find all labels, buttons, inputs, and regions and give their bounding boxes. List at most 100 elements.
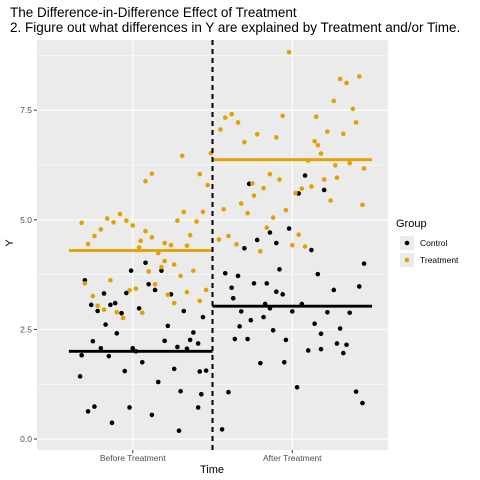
treatment-point — [325, 129, 330, 134]
control-point — [106, 353, 112, 359]
y-tick-label: 0.0 — [20, 434, 32, 444]
treatment-point — [171, 300, 177, 306]
control-point — [176, 428, 182, 434]
control-point — [219, 427, 225, 432]
treatment-point — [235, 120, 241, 125]
treatment-point — [168, 242, 174, 248]
control-point — [353, 389, 359, 394]
treatment-point — [302, 244, 308, 249]
control-point — [92, 404, 97, 409]
treatment-point — [85, 241, 91, 247]
x-tick-label: Before Treatment — [100, 453, 166, 463]
treatment-point — [194, 219, 199, 224]
treatment-point — [205, 182, 211, 188]
treatment-point — [280, 113, 286, 119]
y-tick-label: 2.5 — [20, 324, 32, 334]
treatment-point — [101, 307, 107, 312]
treatment-point — [328, 198, 333, 203]
treatment-point — [171, 262, 177, 267]
treatment-point — [361, 166, 367, 171]
control-point — [191, 330, 196, 335]
control-point — [199, 392, 204, 397]
control-point — [187, 337, 193, 343]
treatment-point — [312, 138, 317, 144]
control-point — [79, 352, 84, 358]
control-point — [88, 302, 94, 308]
control-point — [356, 284, 362, 289]
treatment-point — [140, 310, 145, 316]
treatment-point — [178, 273, 183, 279]
treatment-point — [251, 193, 257, 198]
control-point — [90, 338, 96, 344]
chart-title: The Difference-in-Difference Effect of T… — [10, 5, 297, 20]
control-point — [184, 346, 190, 352]
control-point — [245, 336, 250, 342]
control-point — [325, 310, 330, 315]
control-point — [149, 412, 155, 418]
treatment-point — [333, 163, 338, 168]
treatment-point — [293, 190, 298, 196]
control-point — [128, 268, 134, 273]
treatment-point — [274, 135, 279, 140]
treatment-point — [360, 202, 365, 208]
control-point — [203, 368, 209, 373]
treatment-point — [111, 220, 116, 225]
control-point — [162, 338, 167, 344]
control-point — [152, 287, 158, 293]
treatment-point — [117, 211, 123, 217]
control-point — [136, 306, 142, 311]
control-point — [143, 260, 148, 266]
control-point — [238, 309, 244, 314]
treatment-point — [234, 242, 239, 247]
control-point — [175, 344, 180, 350]
control-point — [264, 281, 270, 286]
treatment-point — [197, 171, 203, 177]
control-point — [274, 289, 279, 295]
treatment-point — [82, 281, 88, 286]
control-point — [267, 230, 273, 235]
treatment-point — [218, 127, 223, 132]
control-point — [222, 270, 228, 276]
control-point — [226, 389, 231, 395]
control-point — [200, 314, 206, 320]
treatment-point — [104, 216, 110, 221]
treatment-point — [331, 98, 337, 104]
legend-title: Group — [396, 218, 427, 230]
control-point — [318, 346, 324, 352]
control-point — [232, 336, 238, 342]
control-point — [159, 268, 164, 273]
treatment-point — [108, 277, 113, 283]
treatment-point — [159, 264, 164, 270]
control-point — [230, 295, 236, 301]
treatment-point — [149, 235, 155, 240]
control-point — [119, 310, 124, 316]
control-point — [108, 302, 113, 308]
control-point — [140, 359, 145, 365]
control-point — [155, 379, 161, 385]
x-axis-title: Time — [200, 464, 224, 476]
treatment-point — [250, 181, 255, 186]
legend-swatch-treatment — [404, 257, 410, 263]
chart-subtitle: 2. Figure out what differences in Y are … — [10, 20, 460, 35]
treatment-point — [264, 225, 270, 230]
control-point — [312, 321, 317, 327]
control-point — [195, 341, 201, 346]
control-point — [281, 359, 287, 365]
control-point — [146, 281, 151, 287]
control-point — [361, 261, 367, 266]
treatment-point — [162, 258, 167, 264]
treatment-point — [226, 233, 231, 239]
treatment-point — [146, 269, 151, 274]
treatment-point — [242, 139, 247, 145]
treatment-point — [277, 177, 282, 182]
treatment-point — [321, 177, 327, 182]
control-point — [171, 366, 177, 372]
treatment-point — [179, 153, 185, 159]
control-point — [261, 314, 266, 320]
treatment-point — [155, 250, 161, 256]
control-point — [130, 345, 136, 351]
y-tick-label: 5.0 — [20, 215, 32, 225]
control-point — [165, 323, 171, 329]
treatment-point — [152, 281, 158, 287]
control-point — [254, 237, 260, 243]
